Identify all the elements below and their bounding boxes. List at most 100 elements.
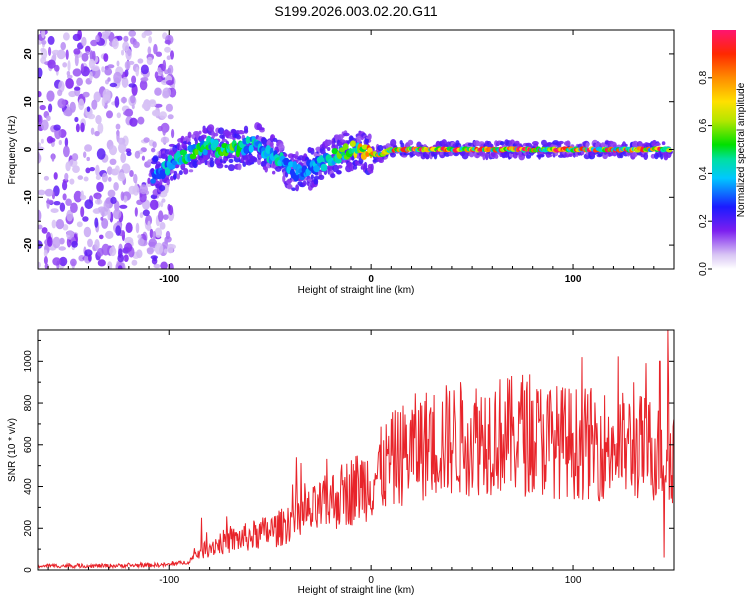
noise-blob xyxy=(118,142,127,154)
noise-blob xyxy=(66,209,74,222)
track-halo xyxy=(568,153,573,157)
noise-blob xyxy=(102,88,111,101)
noise-blob xyxy=(103,53,109,62)
noise-blob xyxy=(53,172,58,180)
track-core xyxy=(292,161,298,170)
colorbar-label: Normalized spectral amplitude xyxy=(736,82,747,217)
track-halo xyxy=(169,170,176,174)
noise-blob xyxy=(110,196,117,204)
noise-blob xyxy=(121,163,131,174)
noise-blob xyxy=(62,180,68,191)
noise-blob xyxy=(50,208,59,214)
noise-blob xyxy=(43,175,50,181)
track-halo xyxy=(237,163,242,171)
noise-blob xyxy=(65,49,69,60)
noise-blob xyxy=(77,30,82,40)
noise-blob xyxy=(154,71,159,79)
noise-blob xyxy=(109,158,117,165)
track-core xyxy=(248,144,254,153)
noise-blob xyxy=(94,239,100,251)
noise-blob xyxy=(77,175,84,180)
noise-blob xyxy=(149,228,154,239)
noise-blob xyxy=(85,45,91,54)
noise-blob xyxy=(161,198,166,203)
track-halo xyxy=(525,142,532,148)
noise-blob xyxy=(164,69,170,75)
noise-blob xyxy=(122,41,130,52)
noise-blob xyxy=(115,225,122,236)
noise-blob xyxy=(89,50,94,61)
x-tick-label: 0 xyxy=(368,575,374,586)
noise-blob xyxy=(147,220,151,231)
noise-blob xyxy=(148,36,153,44)
track-halo xyxy=(217,127,225,135)
track-core xyxy=(348,148,353,155)
noise-blob xyxy=(78,98,85,111)
noise-blob xyxy=(113,182,119,191)
noise-blob xyxy=(132,41,140,49)
noise-blob xyxy=(112,38,119,50)
noise-blob xyxy=(59,202,66,212)
noise-blob xyxy=(87,238,93,248)
noise-blob xyxy=(134,150,141,159)
noise-blob xyxy=(125,222,133,233)
noise-blob xyxy=(117,254,124,263)
noise-blob xyxy=(148,100,157,108)
noise-blob xyxy=(107,64,115,69)
x-tick-label: -100 xyxy=(159,575,179,586)
track-halo xyxy=(173,170,178,176)
noise-blob xyxy=(153,263,161,269)
track-halo xyxy=(235,134,242,140)
noise-blob xyxy=(52,257,61,266)
noise-blob xyxy=(149,199,159,211)
noise-blob xyxy=(47,236,53,247)
noise-blob xyxy=(120,97,128,104)
track-halo xyxy=(264,166,269,173)
track-halo xyxy=(282,175,286,183)
noise-blob xyxy=(120,152,127,164)
track-halo xyxy=(253,157,258,163)
noise-blob xyxy=(38,114,43,125)
noise-blob xyxy=(51,153,55,162)
noise-blob xyxy=(48,103,53,113)
track-core xyxy=(179,149,187,156)
noise-blob xyxy=(124,60,131,70)
noise-blob xyxy=(87,113,96,120)
noise-blob xyxy=(74,86,81,91)
y-tick-label: 0 xyxy=(23,567,34,573)
track-halo xyxy=(166,180,170,186)
noise-blob xyxy=(146,247,154,255)
track-halo xyxy=(365,136,372,140)
noise-blob xyxy=(105,230,114,239)
noise-blob xyxy=(123,110,131,116)
track-halo xyxy=(272,170,276,175)
x-tick-label: 100 xyxy=(565,274,582,285)
noise-blob xyxy=(125,48,132,61)
noise-blob xyxy=(97,122,104,134)
noise-blob xyxy=(91,99,98,110)
track-halo xyxy=(202,155,209,161)
track-halo xyxy=(258,127,265,131)
noise-blob xyxy=(107,189,116,198)
noise-blob xyxy=(164,39,171,45)
track-halo xyxy=(494,154,499,159)
track-halo xyxy=(499,141,505,146)
noise-blob xyxy=(59,256,68,267)
track-halo xyxy=(198,130,202,135)
noise-blob xyxy=(99,234,104,240)
track-halo xyxy=(600,142,605,147)
snr-y-axis-label: SNR (10 * v/v) xyxy=(7,418,18,482)
noise-blob xyxy=(62,62,68,68)
noise-blob xyxy=(154,242,164,255)
track-halo xyxy=(216,163,224,169)
noise-blob xyxy=(124,242,133,252)
track-core xyxy=(335,157,342,164)
noise-blob xyxy=(62,224,69,231)
track-halo xyxy=(221,138,228,143)
noise-blob xyxy=(58,139,62,146)
noise-blob xyxy=(152,256,157,262)
track-core xyxy=(159,170,166,180)
track-halo xyxy=(541,139,547,146)
noise-blob xyxy=(80,190,84,200)
